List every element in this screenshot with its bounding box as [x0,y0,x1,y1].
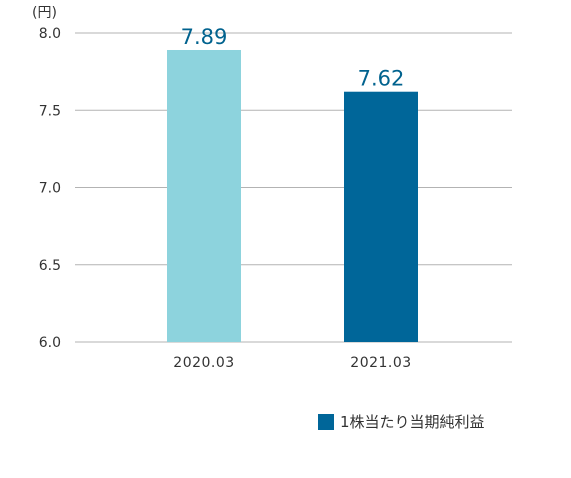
bar-2020.03 [167,49,241,343]
x-tick-label: 2020.03 [173,355,234,371]
bar-value-label: 7.89 [181,25,228,49]
bar-value-label: 7.62 [358,67,405,91]
gridlines [75,32,512,343]
y-tick-label: 7.5 [39,103,61,119]
y-axis-unit-label: (円) [32,5,57,21]
x-tick-label: 2021.03 [350,355,411,371]
bar-2021.03 [344,91,418,343]
bars [167,49,418,343]
legend: 1株当たり当期純利益 [318,411,485,432]
legend-label: 1株当たり当期純利益 [340,413,485,431]
y-tick-label: 7.0 [39,181,61,197]
y-tick-label: 6.0 [39,335,61,351]
labels: (円) 6.0 6.5 7.0 7.5 8.0 7.89 2020.03 7.62 2021.03 [32,5,411,371]
y-tick-label: 8.0 [39,26,61,42]
y-tick-label: 6.5 [39,258,61,274]
legend-swatch [318,413,334,430]
